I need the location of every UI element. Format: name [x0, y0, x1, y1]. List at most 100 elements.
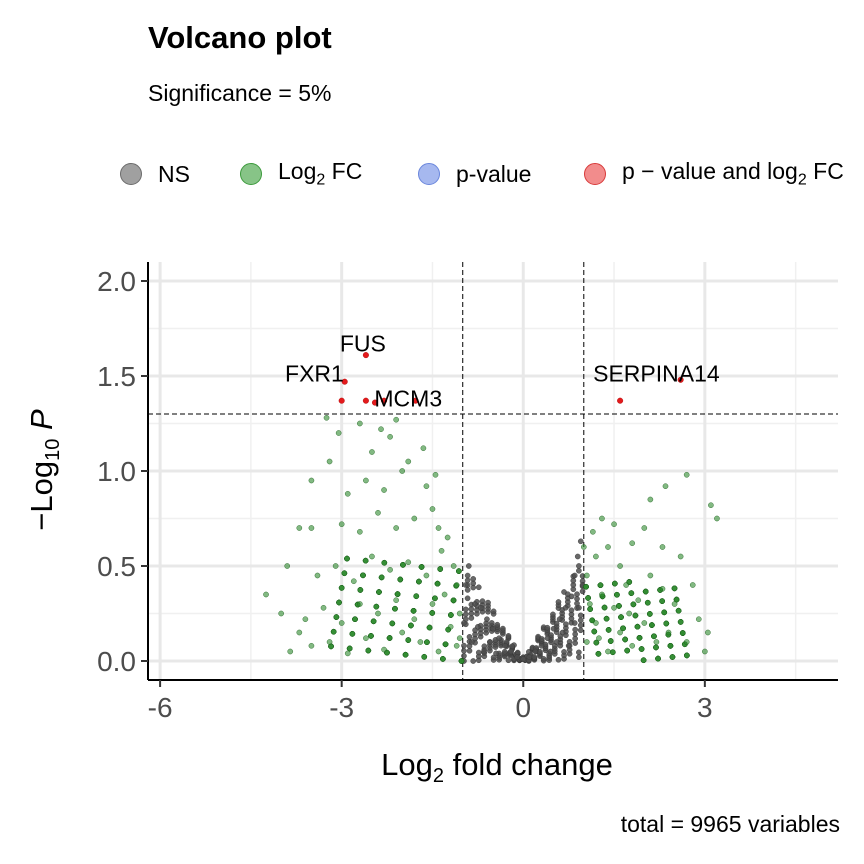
- fc-point: [623, 582, 629, 588]
- fc-point: [642, 588, 649, 595]
- y-tick-label: 1.5: [97, 361, 136, 392]
- ns-point: [469, 639, 475, 645]
- fc-point: [647, 572, 654, 579]
- fc-point: [593, 620, 599, 626]
- ns-point: [577, 538, 584, 545]
- fc-point: [314, 572, 321, 579]
- fc-point: [263, 591, 269, 598]
- y-tick-label: 0.5: [97, 551, 136, 582]
- ns-point: [461, 620, 467, 626]
- fc-point: [408, 622, 414, 629]
- fc-point: [386, 635, 393, 641]
- fc-point: [453, 582, 460, 588]
- fc-point: [346, 645, 353, 652]
- fc-point: [438, 548, 445, 554]
- fc-point: [378, 426, 384, 433]
- ns-point: [470, 658, 477, 664]
- fc-point: [394, 591, 401, 597]
- ns-point: [485, 599, 491, 606]
- fc-point: [405, 559, 412, 566]
- fc-point: [357, 587, 364, 593]
- fc-point: [357, 529, 363, 535]
- fc-point: [607, 638, 614, 644]
- ns-point: [494, 621, 501, 628]
- fc-point: [614, 591, 620, 598]
- fc-point: [357, 601, 363, 607]
- ns-point: [481, 643, 488, 650]
- fc-point: [424, 639, 430, 645]
- fc-point: [399, 468, 406, 474]
- sig-point: [341, 378, 348, 385]
- fc-point: [393, 525, 399, 531]
- fc-point: [662, 483, 669, 490]
- ns-point: [463, 611, 469, 618]
- fc-point: [679, 630, 686, 636]
- fc-point: [622, 636, 628, 643]
- fc-point: [624, 647, 630, 654]
- fc-point: [323, 414, 330, 421]
- fc-point: [641, 525, 648, 531]
- fc-point: [393, 597, 399, 604]
- ns-point: [532, 648, 539, 655]
- ns-point: [490, 608, 497, 615]
- fc-point: [659, 598, 665, 604]
- ns-point: [574, 553, 581, 560]
- ns-point: [563, 621, 569, 627]
- ns-point: [556, 616, 563, 623]
- ns-point: [461, 647, 467, 654]
- ns-point: [576, 605, 582, 611]
- ns-point: [531, 654, 538, 660]
- fc-point: [397, 576, 404, 583]
- fc-point: [595, 651, 602, 657]
- fc-point: [456, 610, 463, 617]
- fc-point: [684, 652, 690, 659]
- fc-point: [611, 521, 617, 528]
- fc-point: [376, 589, 382, 595]
- fc-point: [332, 563, 339, 569]
- fc-point: [603, 615, 610, 622]
- fc-point: [590, 529, 596, 535]
- ns-point: [490, 654, 497, 661]
- fc-point: [638, 646, 645, 652]
- ns-point: [553, 639, 560, 645]
- x-tick-label: -6: [148, 692, 173, 723]
- fc-point: [599, 515, 605, 522]
- ns-point: [464, 595, 471, 602]
- fc-point: [369, 553, 375, 560]
- fc-point: [629, 643, 636, 649]
- legend-label-pvalue: p-value: [456, 160, 532, 187]
- sig-point: [617, 397, 624, 404]
- ns-point: [565, 643, 572, 649]
- fc-point: [441, 591, 448, 598]
- legend-item-pvalue: p-value: [418, 150, 531, 198]
- ns-point: [576, 563, 582, 569]
- fc-point: [426, 624, 433, 631]
- fc-point: [333, 614, 340, 620]
- ns-point: [475, 649, 482, 656]
- fc-point: [296, 629, 303, 636]
- ns-point: [500, 625, 506, 632]
- ns-point: [544, 624, 551, 631]
- x-tick-label: 3: [697, 692, 713, 723]
- fc-point: [671, 585, 678, 592]
- fc-point: [381, 487, 387, 493]
- fc-point: [677, 553, 684, 560]
- ns-point: [466, 647, 473, 654]
- fc-point: [661, 609, 668, 616]
- fc-point: [278, 610, 284, 617]
- fc-point: [432, 595, 438, 602]
- fc-point: [647, 496, 654, 503]
- sig-point: [412, 397, 419, 404]
- ns-point: [493, 650, 499, 657]
- ns-point: [577, 627, 584, 634]
- fc-point: [612, 580, 618, 587]
- legend-label-log2fc: Log2 FC: [278, 158, 363, 189]
- fc-point: [609, 649, 616, 656]
- fc-point: [659, 586, 666, 592]
- fc-point: [665, 629, 672, 636]
- fc-point: [605, 648, 611, 655]
- ns-point: [487, 639, 493, 645]
- ns-point: [461, 653, 467, 659]
- fc-point: [677, 619, 684, 625]
- fc-point: [387, 567, 393, 573]
